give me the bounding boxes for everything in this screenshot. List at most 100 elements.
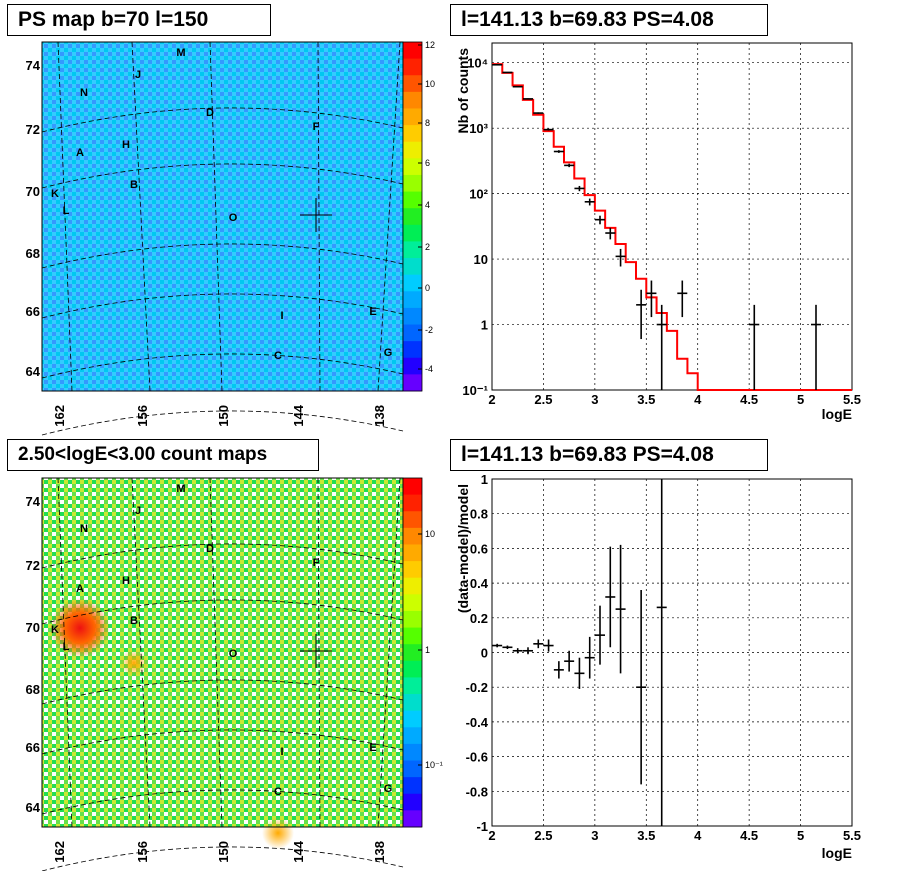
source-label-I: I [280, 746, 283, 758]
colorbar-segment [403, 58, 422, 76]
lon-tick: 162 [52, 405, 67, 427]
latitude-line [41, 846, 404, 871]
source-label-O: O [229, 212, 238, 224]
colorbar-segment [403, 644, 422, 662]
longitude-line [317, 477, 321, 828]
source-label-F: F [313, 121, 320, 133]
colorbar-segment [403, 341, 422, 359]
lat-tick: 70 [26, 184, 40, 199]
latitude-line [41, 729, 404, 755]
lat-tick: 74 [26, 58, 41, 73]
source-label-B: B [130, 179, 138, 191]
x-tick-label: 2.5 [534, 828, 552, 843]
colorbar-segment [403, 544, 422, 562]
x-tick-label: 3 [591, 828, 598, 843]
colorbar-segment [403, 75, 422, 93]
colorbar-segment [403, 594, 422, 612]
colorbar-tick: 0 [425, 283, 430, 293]
source-label-C: C [274, 786, 282, 798]
x-axis-label: logE [822, 406, 852, 422]
y-tick-label: 10⁴ [467, 56, 488, 71]
source-label-L: L [63, 205, 70, 217]
colorbar-tick: 10⁻¹ [425, 760, 443, 770]
source-A-blob [50, 598, 110, 658]
source-label-K: K [51, 624, 59, 636]
y-tick-label: 0.4 [470, 576, 489, 591]
colorbar-segment [403, 241, 422, 259]
colorbar-tick: 4 [425, 200, 430, 210]
lon-tick: 144 [291, 840, 306, 862]
colorbar-segment [403, 610, 422, 629]
lat-tick: 70 [26, 620, 40, 635]
source-label-J: J [135, 69, 141, 81]
source-label-G: G [384, 783, 393, 795]
x-tick-label: 3.5 [637, 828, 655, 843]
lon-tick: 138 [372, 405, 387, 427]
colorbar-segment [403, 660, 422, 678]
colorbar-tick: 10 [425, 79, 435, 89]
latitude-line [41, 353, 404, 379]
source-label-A: A [76, 583, 84, 595]
y-tick-label: 0.6 [470, 541, 488, 556]
colorbar-segment [403, 494, 422, 512]
colorbar-segment [403, 694, 422, 712]
source-label-N: N [80, 87, 88, 99]
x-tick-label: 2.5 [534, 392, 552, 407]
y-axis-label: Nb of counts [455, 48, 471, 134]
colorbar-frame [402, 477, 423, 828]
colorbar-segment [403, 710, 422, 728]
x-tick-label: 4.5 [740, 392, 758, 407]
source-label-B: B [130, 615, 138, 627]
y-tick-label: 10² [469, 187, 488, 202]
y-axis-label: (data-model)/model [455, 484, 471, 613]
x-axis-label: logE [822, 845, 852, 861]
colorbar-segment [403, 42, 422, 60]
colorbar-tick: 6 [425, 158, 430, 168]
x-tick-label: 4 [694, 392, 702, 407]
lat-tick: 68 [26, 682, 40, 697]
lon-tick: 150 [216, 405, 231, 427]
x-tick-label: 2 [488, 828, 495, 843]
colorbar-segment [403, 743, 422, 762]
latitude-line [41, 599, 404, 625]
x-tick-label: 4 [694, 828, 702, 843]
lat-tick: 72 [26, 122, 40, 137]
colorbar-segment [403, 727, 422, 745]
colorbar-segment [403, 274, 422, 292]
longitude-line [131, 477, 151, 828]
latitude-line [41, 163, 404, 189]
y-tick-label: -0.2 [466, 680, 488, 695]
map-pixels [42, 478, 403, 827]
colorbar-segment [403, 141, 422, 159]
source-label-M: M [176, 483, 185, 495]
latitude-line [41, 679, 404, 705]
colorbar-segment [403, 307, 422, 326]
source-label-N: N [80, 523, 88, 535]
lat-tick: 74 [26, 494, 41, 509]
colorbar-segment [403, 108, 422, 126]
source-label-K: K [51, 188, 59, 200]
spectrum-title: l=141.13 b=69.83 PS=4.08 [450, 4, 768, 36]
longitude-line [209, 41, 223, 392]
colorbar-segment [403, 158, 422, 176]
y-tick-label: 0 [481, 646, 488, 661]
longitude-line [57, 41, 73, 392]
source-label-F: F [313, 557, 320, 569]
colorbar-segment [403, 224, 422, 242]
latitude-line [41, 107, 404, 133]
colorbar-segment [403, 174, 422, 193]
colorbar-tick: 8 [425, 118, 430, 128]
source-label-A: A [76, 147, 84, 159]
y-tick-label: -0.6 [466, 750, 488, 765]
lon-tick: 156 [135, 405, 150, 427]
colorbar-segment [403, 527, 422, 545]
x-tick-label: 5 [797, 392, 804, 407]
latitude-line [41, 410, 404, 436]
latitude-line [41, 543, 404, 569]
lon-tick: 156 [135, 841, 150, 863]
source-label-C: C [274, 350, 282, 362]
longitude-line [57, 477, 73, 828]
y-tick-label: 0.8 [470, 507, 488, 522]
map2-title: 2.50<logE<3.00 count maps [7, 439, 319, 471]
